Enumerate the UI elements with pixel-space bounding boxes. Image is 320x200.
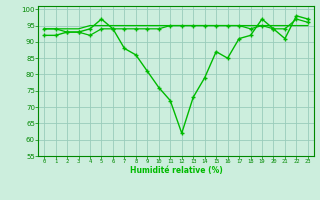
X-axis label: Humidité relative (%): Humidité relative (%) (130, 166, 222, 175)
